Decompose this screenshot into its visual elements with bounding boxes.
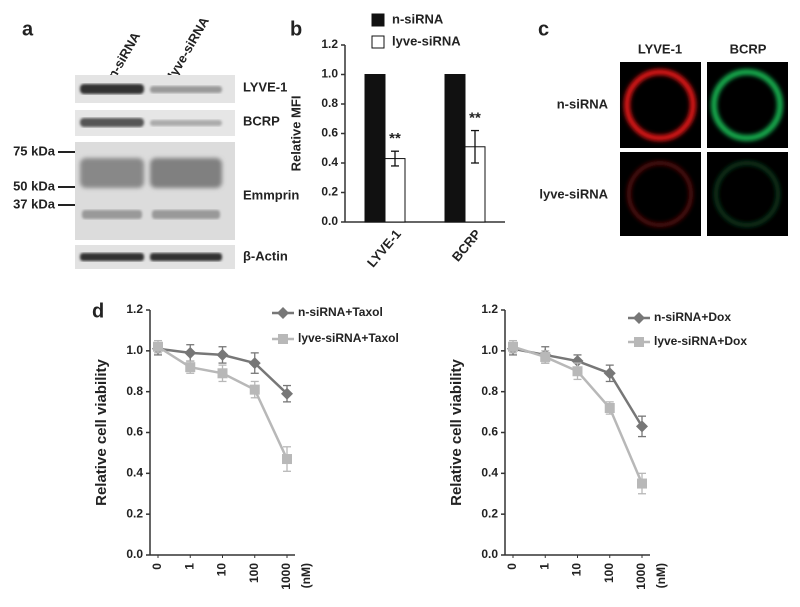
band-label: LYVE-1 bbox=[243, 79, 287, 94]
micrographs bbox=[620, 62, 788, 236]
y-tick-label: 0.6 bbox=[126, 425, 143, 439]
x-tick-label: BCRP bbox=[449, 226, 484, 264]
y-tick-label: 1.2 bbox=[481, 302, 498, 316]
point bbox=[637, 478, 647, 489]
bar bbox=[364, 74, 386, 223]
x-tick-label: 100 bbox=[247, 563, 261, 583]
x-tick-label: LYVE-1 bbox=[364, 226, 404, 270]
bar bbox=[444, 74, 466, 223]
marker-label: 37 kDa bbox=[13, 196, 56, 211]
annotation: ** bbox=[389, 130, 401, 147]
point bbox=[604, 403, 615, 413]
legend-label: lyve-siRNA+Dox bbox=[654, 334, 747, 348]
band-label: BCRP bbox=[243, 113, 280, 128]
panel-label: c bbox=[538, 18, 549, 40]
x-unit: (nM) bbox=[654, 563, 668, 588]
y-axis-label: Relative MFI bbox=[288, 96, 303, 172]
x-tick-label: 100 bbox=[602, 563, 616, 583]
point bbox=[540, 351, 551, 362]
x-tick-label: 10 bbox=[570, 563, 584, 577]
column-label: lyve-siRNA bbox=[165, 14, 213, 81]
y-tick-label: 0.0 bbox=[321, 214, 338, 228]
x-tick-label: 0 bbox=[150, 563, 164, 570]
y-tick-label: 0.2 bbox=[126, 506, 143, 520]
y-tick-label: 0.2 bbox=[481, 506, 498, 520]
point bbox=[571, 355, 584, 368]
legend-label: n-siRNA+Dox bbox=[654, 310, 731, 324]
y-tick-label: 0.8 bbox=[126, 384, 143, 398]
point bbox=[603, 367, 616, 380]
x-unit: (nM) bbox=[299, 563, 313, 588]
legend-label: n-siRNA+Taxol bbox=[298, 305, 383, 319]
y-tick-label: 0.6 bbox=[321, 126, 338, 140]
column-label: BCRP bbox=[730, 41, 767, 56]
point bbox=[184, 346, 197, 359]
y-tick-label: 0.8 bbox=[481, 384, 498, 398]
y-tick-label: 0.4 bbox=[481, 466, 498, 480]
legend-marker bbox=[278, 334, 288, 344]
y-tick-label: 0.8 bbox=[321, 96, 338, 110]
y-tick-label: 1.0 bbox=[126, 343, 143, 357]
point bbox=[636, 420, 648, 433]
x-tick-label: 1000 bbox=[279, 563, 293, 590]
legend-label: lyve-siRNA+Taxol bbox=[298, 331, 399, 345]
point bbox=[281, 387, 293, 400]
y-axis-label: Relative cell viability bbox=[448, 358, 465, 505]
blot bbox=[58, 75, 235, 269]
y-tick-label: 0.0 bbox=[126, 547, 143, 561]
panel-label: d bbox=[92, 300, 104, 322]
bar bbox=[384, 158, 406, 223]
x-tick-label: 1000 bbox=[634, 563, 648, 590]
y-tick-label: 1.2 bbox=[321, 37, 338, 51]
legend-swatch bbox=[371, 35, 385, 49]
x-tick-label: 1 bbox=[182, 563, 196, 570]
y-axis-label: Relative cell viability bbox=[93, 358, 110, 505]
column-label: LYVE-1 bbox=[638, 41, 682, 56]
y-tick-label: 0.0 bbox=[481, 547, 498, 561]
legend-swatch bbox=[371, 13, 385, 27]
x-tick-label: 0 bbox=[505, 563, 519, 570]
column-label: n-siRNA bbox=[105, 29, 144, 81]
point bbox=[508, 341, 518, 352]
legend-label: lyve-siRNA bbox=[392, 33, 461, 48]
point bbox=[572, 366, 583, 377]
point bbox=[282, 454, 292, 465]
y-tick-label: 0.4 bbox=[126, 466, 143, 480]
row-label: lyve-siRNA bbox=[539, 186, 608, 201]
point bbox=[248, 357, 261, 370]
legend-label: n-siRNA bbox=[392, 11, 444, 26]
legend-marker bbox=[634, 337, 644, 347]
panel-label: b bbox=[290, 18, 302, 40]
y-tick-label: 1.0 bbox=[481, 343, 498, 357]
marker-label: 75 kDa bbox=[13, 143, 56, 158]
y-tick-label: 0.4 bbox=[321, 155, 338, 169]
row-label: n-siRNA bbox=[557, 96, 609, 111]
point bbox=[216, 348, 229, 361]
marker-label: 50 kDa bbox=[13, 178, 56, 193]
point bbox=[153, 341, 163, 352]
band-label: Emmprin bbox=[243, 187, 299, 202]
panel-label: a bbox=[22, 18, 34, 40]
y-tick-label: 0.2 bbox=[321, 185, 338, 199]
point bbox=[249, 384, 260, 395]
point bbox=[185, 362, 196, 373]
band-label: β-Actin bbox=[243, 248, 288, 263]
y-tick-label: 1.2 bbox=[126, 302, 143, 316]
point bbox=[217, 368, 228, 379]
legend-marker bbox=[277, 307, 289, 319]
y-tick-label: 1.0 bbox=[321, 67, 338, 81]
x-tick-label: 1 bbox=[537, 563, 551, 570]
y-tick-label: 0.6 bbox=[481, 425, 498, 439]
legend-marker bbox=[633, 312, 645, 324]
x-tick-label: 10 bbox=[215, 563, 229, 577]
annotation: ** bbox=[469, 110, 481, 127]
